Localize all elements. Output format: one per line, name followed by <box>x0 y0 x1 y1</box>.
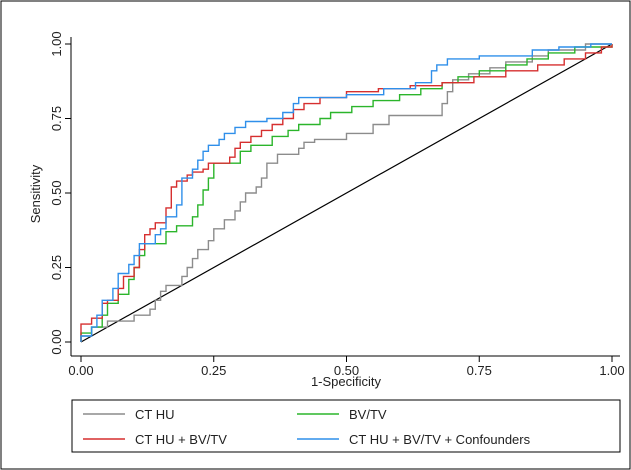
legend-label: CT HU <box>135 407 174 422</box>
y-axis-title: Sensitivity <box>28 164 43 223</box>
x-tick-label: 0.75 <box>467 363 492 378</box>
legend-label: CT HU + BV/TV <box>135 432 227 447</box>
x-tick-label: 0.00 <box>68 363 93 378</box>
x-axis-title: 1-Specificity <box>311 374 382 389</box>
y-tick-label: 0.25 <box>49 255 64 280</box>
y-axis-ticks: 0.00 0.25 0.50 0.75 1.00 <box>49 31 71 355</box>
series-line-ct-hu <box>80 43 612 342</box>
y-tick-label: 0.50 <box>49 180 64 205</box>
series-line-bv-tv <box>80 44 613 342</box>
series-line-ct-hu-bv-tv <box>80 44 613 342</box>
series-lines-group <box>80 43 613 342</box>
legend-box <box>71 399 621 453</box>
y-tick-label: 1.00 <box>49 31 64 56</box>
legend: CT HU BV/TV CT HU + BV/TV CT HU + BV/TV + C… <box>71 399 621 453</box>
legend-label: BV/TV <box>349 407 387 422</box>
y-tick-label: 0.75 <box>49 106 64 131</box>
x-tick-label: 0.50 <box>334 363 359 378</box>
x-axis-ticks: 0.00 0.25 0.50 0.75 1.00 <box>68 356 625 378</box>
legend-items: CT HU BV/TV CT HU + BV/TV CT HU + BV/TV + C… <box>83 407 531 447</box>
reference-line <box>80 43 613 343</box>
legend-label: CT HU + BV/TV + Confounders <box>349 432 531 447</box>
y-tick-label: 0.00 <box>49 329 64 354</box>
reference-line-group <box>80 43 613 343</box>
series-line-ct-hu-bv-tv-confounders <box>80 43 612 342</box>
x-tick-label: 0.25 <box>201 363 226 378</box>
x-tick-label: 1.00 <box>599 363 624 378</box>
